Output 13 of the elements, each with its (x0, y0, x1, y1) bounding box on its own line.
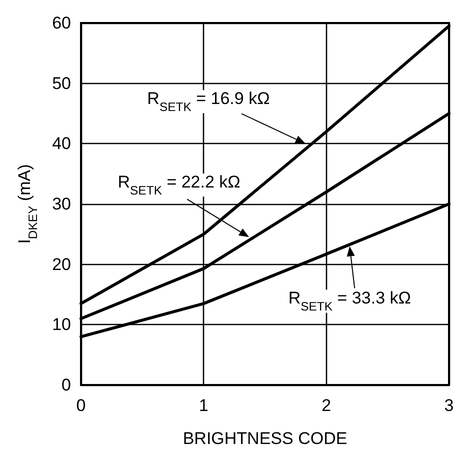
x-tick-label: 1 (198, 396, 208, 415)
y-tick-label: 40 (52, 134, 71, 154)
y-tick-label: 50 (52, 74, 71, 93)
y-axis-title: IDKEY (mA) (15, 164, 40, 244)
x-axis-title: BRIGHTNESS CODE (182, 429, 348, 448)
y-tick-label: 60 (52, 14, 71, 32)
x-tick-label: 2 (322, 396, 332, 415)
y-tick-label: 30 (52, 194, 71, 214)
y-tick-label: 10 (52, 315, 71, 334)
x-tick-label: 3 (444, 396, 454, 415)
x-tick-label: 0 (76, 396, 86, 415)
y-tick-label: 20 (52, 254, 71, 274)
y-tick-label: 0 (62, 376, 71, 394)
